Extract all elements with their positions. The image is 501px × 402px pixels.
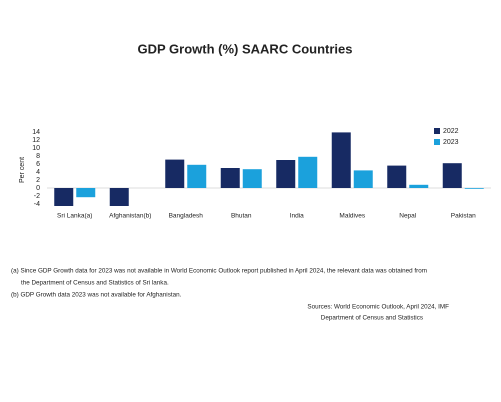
legend-label: 2022 [443,128,459,135]
y-tick-label: 4 [36,169,40,176]
x-tick-label: Afghanistan(b) [109,213,151,220]
bar [165,159,185,188]
bar [464,188,484,189]
x-tick-label: Sri Lanka(a) [57,213,92,220]
x-tick-label: Maldives [339,213,365,220]
x-tick-label: Bhutan [231,213,252,220]
bar [442,163,462,188]
y-tick-label: 10 [32,145,40,152]
x-tick-label: Nepal [399,213,417,220]
bar [76,188,96,198]
y-tick-label: -2 [34,193,40,200]
x-tick-label: India [290,213,304,220]
y-axis-label: Per cent [19,157,26,183]
y-tick-label: 14 [32,129,40,136]
bar [109,188,129,206]
bar [242,169,262,188]
y-tick-label: 12 [32,137,40,144]
x-tick-label: Bangladesh [169,213,204,220]
y-tick-label: -4 [34,201,40,208]
footnote: the Department of Census and Statistics … [21,280,169,287]
y-tick-label: 0 [36,185,40,192]
legend-label: 2023 [443,139,459,146]
bar [331,132,351,188]
bar [353,170,373,188]
y-tick-label: 6 [36,161,40,168]
source: Department of Census and Statistics [321,315,423,322]
bar [187,164,207,188]
bar [409,184,429,188]
bar [387,165,407,188]
bar [298,156,318,188]
legend-swatch [434,128,440,134]
footnote: (a) Since GDP Growth data for 2023 was n… [11,268,427,275]
chart-title: GDP Growth (%) SAARC Countries [138,41,353,56]
x-tick-label: Pakistan [451,213,476,220]
source: Sources: World Economic Outlook, April 2… [307,304,449,311]
y-tick-label: 2 [36,177,40,184]
footnote: (b) GDP Growth data 2023 was not availab… [11,292,182,299]
bar [220,168,240,188]
legend-swatch [434,139,440,145]
bar [54,188,74,206]
y-tick-label: 8 [36,153,40,160]
bar [276,160,296,188]
